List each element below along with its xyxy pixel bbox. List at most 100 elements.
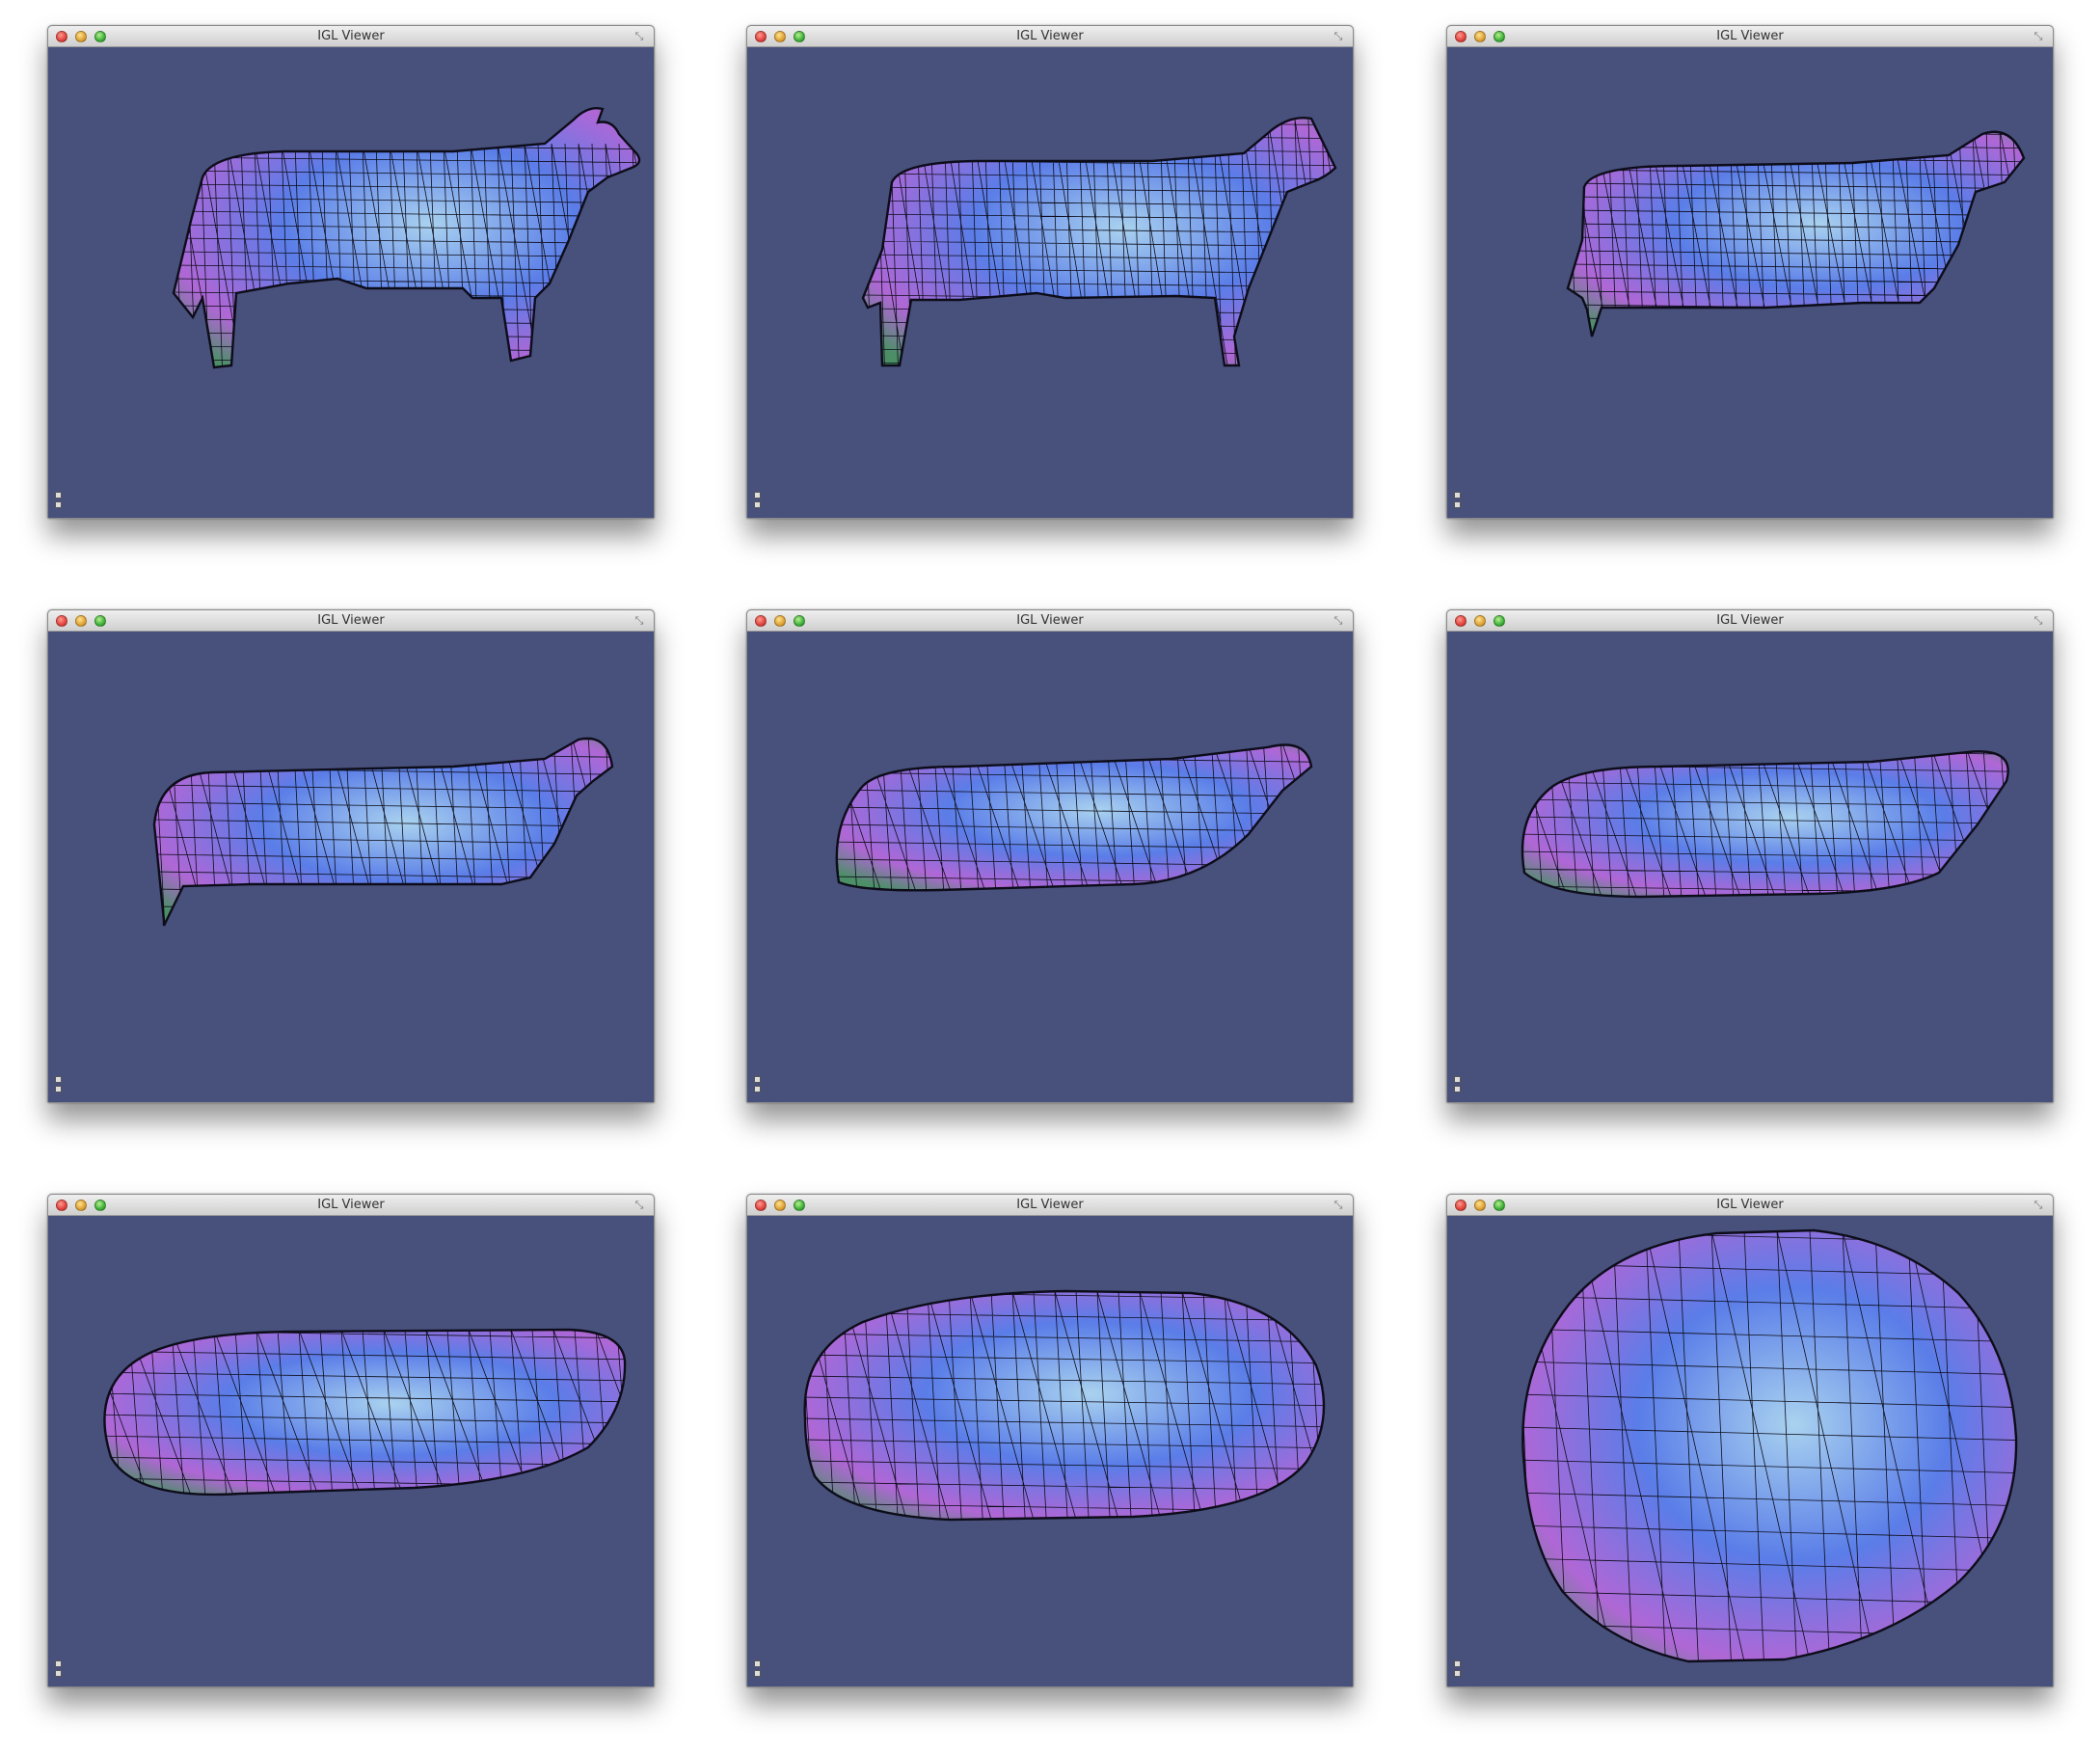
window-titlebar[interactable]: IGL Viewer ⤡: [48, 610, 654, 632]
viewer-window[interactable]: IGL Viewer ⤡: [1446, 1194, 2054, 1687]
mesh-surface: [836, 744, 1311, 891]
zoom-button[interactable]: [794, 1200, 805, 1211]
zoom-button[interactable]: [1494, 615, 1505, 627]
render-viewport[interactable]: [1447, 47, 2053, 518]
zoom-button[interactable]: [1494, 1200, 1505, 1211]
window-controls: [1455, 1200, 1505, 1211]
close-button[interactable]: [755, 1200, 767, 1211]
settings-tool-icon[interactable]: [1454, 1670, 1461, 1677]
window-controls: [755, 615, 805, 627]
window-tool-icon[interactable]: [754, 1660, 761, 1667]
viewer-window[interactable]: IGL Viewer ⤡: [47, 25, 655, 519]
viewer-window[interactable]: IGL Viewer ⤡: [1446, 609, 2054, 1103]
fullscreen-icon[interactable]: ⤡: [1333, 614, 1343, 627]
mesh-render: [1521, 750, 2009, 899]
window-titlebar[interactable]: IGL Viewer ⤡: [747, 26, 1353, 47]
window-tool-icon[interactable]: [754, 492, 761, 499]
window-title: IGL Viewer: [1016, 1198, 1084, 1212]
window-tool-icon[interactable]: [55, 1076, 62, 1083]
mesh-surface: [1522, 1230, 2017, 1661]
render-viewport[interactable]: [747, 1216, 1353, 1686]
mesh-render: [1521, 1228, 2018, 1663]
window-title: IGL Viewer: [1716, 29, 1784, 43]
viewer-tool-icons: [754, 489, 762, 508]
viewer-window[interactable]: IGL Viewer ⤡: [1446, 25, 2054, 519]
minimize-button[interactable]: [1474, 1200, 1486, 1211]
close-button[interactable]: [56, 1200, 67, 1211]
settings-tool-icon[interactable]: [754, 1670, 761, 1677]
close-button[interactable]: [1455, 31, 1467, 42]
render-viewport[interactable]: [48, 1216, 654, 1686]
zoom-button[interactable]: [94, 615, 106, 627]
close-button[interactable]: [1455, 615, 1467, 627]
settings-tool-icon[interactable]: [754, 1086, 761, 1092]
minimize-button[interactable]: [75, 1200, 87, 1211]
close-button[interactable]: [56, 615, 67, 627]
window-titlebar[interactable]: IGL Viewer ⤡: [747, 1195, 1353, 1216]
minimize-button[interactable]: [1474, 615, 1486, 627]
viewer-window[interactable]: IGL Viewer ⤡: [47, 609, 655, 1103]
window-tool-icon[interactable]: [1454, 1660, 1461, 1667]
fullscreen-icon[interactable]: ⤡: [2033, 1199, 2043, 1211]
minimize-button[interactable]: [774, 615, 786, 627]
zoom-button[interactable]: [1494, 31, 1505, 42]
render-viewport[interactable]: [747, 47, 1353, 518]
settings-tool-icon[interactable]: [55, 501, 62, 508]
window-titlebar[interactable]: IGL Viewer ⤡: [48, 1195, 654, 1216]
viewer-window[interactable]: IGL Viewer ⤡: [746, 25, 1354, 519]
fullscreen-icon[interactable]: ⤡: [634, 30, 644, 42]
window-titlebar[interactable]: IGL Viewer ⤡: [1447, 1195, 2053, 1216]
viewer-window[interactable]: IGL Viewer ⤡: [746, 1194, 1354, 1687]
fullscreen-icon[interactable]: ⤡: [2033, 614, 2043, 627]
settings-tool-icon[interactable]: [1454, 1086, 1461, 1092]
settings-tool-icon[interactable]: [55, 1086, 62, 1092]
close-button[interactable]: [755, 615, 767, 627]
window-controls: [755, 31, 805, 42]
window-tool-icon[interactable]: [1454, 1076, 1461, 1083]
fullscreen-icon[interactable]: ⤡: [634, 1199, 644, 1211]
minimize-button[interactable]: [75, 615, 87, 627]
close-button[interactable]: [56, 31, 67, 42]
viewer-tool-icons: [55, 1073, 63, 1092]
zoom-button[interactable]: [94, 1200, 106, 1211]
render-viewport[interactable]: [48, 632, 654, 1102]
close-button[interactable]: [755, 31, 767, 42]
viewer-window[interactable]: IGL Viewer ⤡: [47, 1194, 655, 1687]
window-tool-icon[interactable]: [1454, 492, 1461, 499]
window-titlebar[interactable]: IGL Viewer ⤡: [1447, 610, 2053, 632]
fullscreen-icon[interactable]: ⤡: [1333, 30, 1343, 42]
window-tool-icon[interactable]: [55, 1660, 62, 1667]
window-titlebar[interactable]: IGL Viewer ⤡: [747, 610, 1353, 632]
viewer-window[interactable]: IGL Viewer ⤡: [746, 609, 1354, 1103]
close-button[interactable]: [1455, 1200, 1467, 1211]
fullscreen-icon[interactable]: ⤡: [1333, 1199, 1343, 1211]
minimize-button[interactable]: [1474, 31, 1486, 42]
render-viewport[interactable]: [747, 632, 1353, 1102]
minimize-button[interactable]: [774, 31, 786, 42]
window-controls: [56, 1200, 106, 1211]
window-titlebar[interactable]: IGL Viewer ⤡: [1447, 26, 2053, 47]
render-viewport[interactable]: [1447, 632, 2053, 1102]
zoom-button[interactable]: [94, 31, 106, 42]
mesh-outline: [1521, 1228, 2018, 1663]
settings-tool-icon[interactable]: [754, 501, 761, 508]
render-viewport[interactable]: [48, 47, 654, 518]
zoom-button[interactable]: [794, 31, 805, 42]
minimize-button[interactable]: [774, 1200, 786, 1211]
mesh-wireframe: [1522, 1230, 2017, 1661]
settings-tool-icon[interactable]: [55, 1670, 62, 1677]
zoom-button[interactable]: [794, 615, 805, 627]
fullscreen-icon[interactable]: ⤡: [2033, 30, 2043, 42]
render-viewport[interactable]: [1447, 1216, 2053, 1686]
window-title: IGL Viewer: [1716, 1198, 1784, 1212]
mesh-wireframe: [104, 1330, 626, 1495]
settings-tool-icon[interactable]: [1454, 501, 1461, 508]
window-titlebar[interactable]: IGL Viewer ⤡: [48, 26, 654, 47]
minimize-button[interactable]: [75, 31, 87, 42]
fullscreen-icon[interactable]: ⤡: [634, 614, 644, 627]
window-title: IGL Viewer: [1716, 613, 1784, 628]
mesh-outline: [103, 1328, 627, 1497]
mesh-wireframe: [1522, 751, 2008, 897]
window-tool-icon[interactable]: [55, 492, 62, 499]
window-tool-icon[interactable]: [754, 1076, 761, 1083]
